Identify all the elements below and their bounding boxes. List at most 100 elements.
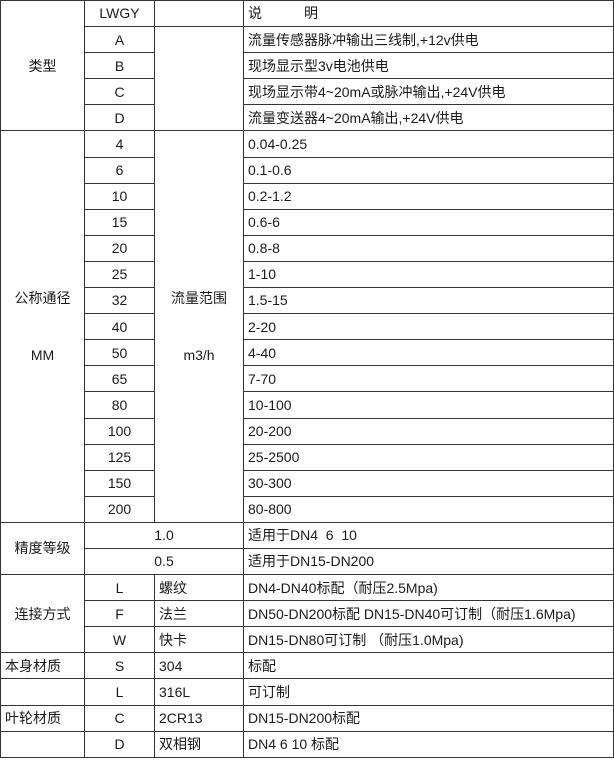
flow-range-cell: 25-2500 — [243, 443, 614, 471]
connection-section-label: 连接方式 — [0, 574, 85, 654]
flow-range-cell: 80-800 — [243, 495, 614, 523]
body-material-desc-cell: 标配 — [243, 652, 614, 680]
empty-cell — [0, 678, 85, 706]
type-code-cell: B — [84, 52, 155, 80]
model-code-cell: LWGY — [84, 0, 155, 28]
flow-range-cell: 30-300 — [243, 469, 614, 497]
empty-cell — [154, 26, 244, 132]
impeller-material-name-cell: 双相钢 — [154, 730, 244, 759]
dn-cell: 50 — [84, 339, 155, 367]
body-material-section-label: 本身材质 — [0, 652, 85, 680]
flow-range-cell: 1.5-15 — [243, 287, 614, 315]
flow-range-cell: 7-70 — [243, 365, 614, 393]
dn-cell: 25 — [84, 260, 155, 289]
table-row: 15 0.6-6 — [1, 208, 614, 236]
table-row: 65 7-70 — [1, 365, 614, 393]
flow-range-cell: 4-40 — [243, 339, 614, 367]
table-row: 40 2-20 — [1, 313, 614, 341]
table-row: C 现场显示带4~20mA或脉冲输出,+24V供电 — [1, 78, 614, 106]
type-desc-cell: 流量传感器脉冲输出三线制,+12v供电 — [243, 26, 614, 54]
table-row: 100 20-200 — [1, 417, 614, 445]
impeller-material-section-label: 叶轮材质 — [0, 704, 85, 732]
table-row: 50 4-40 — [1, 339, 614, 367]
dn-cell: 4 — [84, 130, 155, 158]
table-row: 25 1-10 — [1, 260, 614, 289]
table-row: 20 0.8-8 — [1, 234, 614, 262]
table-row: 连接方式 L 螺纹 DN4-DN40标配（耐压2.5Mpa) — [0, 574, 614, 654]
dn-cell: 65 — [84, 365, 155, 393]
impeller-material-code-cell: D — [84, 730, 155, 759]
dn-cell: 6 — [84, 156, 155, 184]
dn-cell: 10 — [84, 182, 155, 210]
empty-cell — [0, 730, 85, 759]
table-row: 10 0.2-1.2 — [1, 182, 614, 210]
body-material-name-cell: 304 — [154, 652, 244, 680]
description-header-cell: 说 明 — [243, 0, 614, 28]
connection-code-cell: F — [84, 600, 155, 628]
table-row: 类型 LWGY 说 明 — [0, 0, 614, 132]
body-material-code-cell: L — [84, 678, 155, 706]
table-row: 公称通径 MM 4 流量范围 m3/h 0.04-0.25 — [0, 130, 614, 523]
table-row: 0.5 适用于DN15-DN200 — [1, 547, 614, 576]
dn-cell: 40 — [84, 313, 155, 341]
impeller-material-desc-cell: DN15-DN200标配 — [243, 704, 614, 732]
connection-code-cell: L — [84, 574, 155, 602]
connection-code-cell: W — [84, 626, 155, 654]
body-material-name-cell: 316L — [154, 678, 244, 706]
flow-range-cell: 20-200 — [243, 417, 614, 445]
table-row: 80 10-100 — [1, 391, 614, 419]
accuracy-desc-cell: 适用于DN4 6 10 — [243, 521, 614, 549]
diameter-section-label: 公称通径 MM — [0, 130, 85, 523]
table-row: 本身材质 S 304 标配 — [0, 652, 614, 680]
type-desc-cell: 现场显示型3v电池供电 — [243, 52, 614, 80]
impeller-material-name-cell: 2CR13 — [154, 704, 244, 732]
dn-cell: 200 — [84, 495, 155, 523]
table-row: 200 80-800 — [1, 495, 614, 523]
table-row: 精度等级 1.0 适用于DN4 6 10 — [0, 521, 614, 576]
type-code-cell: C — [84, 78, 155, 106]
impeller-material-code-cell: C — [84, 704, 155, 732]
connection-desc-cell: DN15-DN80可订制 （耐压1.0Mpa) — [243, 626, 614, 654]
impeller-material-desc-cell: DN4 6 10 标配 — [243, 730, 614, 759]
flow-range-cell: 0.04-0.25 — [243, 130, 614, 158]
diameter-label-line1: 公称通径 — [14, 290, 71, 307]
dn-cell: 80 — [84, 391, 155, 419]
connection-desc-cell: DN4-DN40标配（耐压2.5Mpa) — [243, 574, 614, 602]
connection-desc-cell: DN50-DN200标配 DN15-DN40可订制（耐压1.6Mpa) — [243, 600, 614, 628]
connection-name-cell: 快卡 — [154, 626, 244, 654]
table-row: L 316L 可订制 — [0, 678, 614, 706]
table-row: W 快卡 DN15-DN80可订制 （耐压1.0Mpa) — [1, 626, 614, 654]
dn-cell: 150 — [84, 469, 155, 497]
flow-range-cell: 1-10 — [243, 260, 614, 289]
type-desc-cell: 现场显示带4~20mA或脉冲输出,+24V供电 — [243, 78, 614, 106]
body-material-desc-cell: 可订制 — [243, 678, 614, 706]
accuracy-section-label: 精度等级 — [0, 521, 85, 576]
table-row: D 双相钢 DN4 6 10 标配 — [0, 730, 614, 759]
type-code-cell: A — [84, 26, 155, 54]
table-row: 125 25-2500 — [1, 443, 614, 471]
dn-cell: 15 — [84, 208, 155, 236]
accuracy-value-cell: 1.0 — [84, 521, 244, 549]
flow-range-label-line1: 流量范围 — [171, 290, 227, 307]
flow-range-cell: 0.6-6 — [243, 208, 614, 236]
dn-cell: 125 — [84, 443, 155, 471]
table-row: 32 1.5-15 — [1, 287, 614, 315]
table-row: 6 0.1-0.6 — [1, 156, 614, 184]
body-material-code-cell: S — [84, 652, 155, 680]
table-row: F 法兰 DN50-DN200标配 DN15-DN40可订制（耐压1.6Mpa) — [1, 600, 614, 628]
dn-cell: 20 — [84, 234, 155, 262]
type-code-cell: D — [84, 104, 155, 132]
type-desc-cell: 流量变送器4~20mA输出,+24V供电 — [243, 104, 614, 132]
flow-range-label-line2: m3/h — [183, 346, 215, 363]
table-row: D 流量变送器4~20mA输出,+24V供电 — [1, 104, 614, 132]
connection-name-cell: 法兰 — [154, 600, 244, 628]
dn-cell: 100 — [84, 417, 155, 445]
connection-name-cell: 螺纹 — [154, 574, 244, 602]
empty-cell — [154, 0, 244, 28]
dn-cell: 32 — [84, 287, 155, 315]
flow-range-cell: 0.8-8 — [243, 234, 614, 262]
diameter-label-line2: MM — [30, 346, 55, 363]
flow-range-cell: 0.1-0.6 — [243, 156, 614, 184]
flow-range-cell: 2-20 — [243, 313, 614, 341]
